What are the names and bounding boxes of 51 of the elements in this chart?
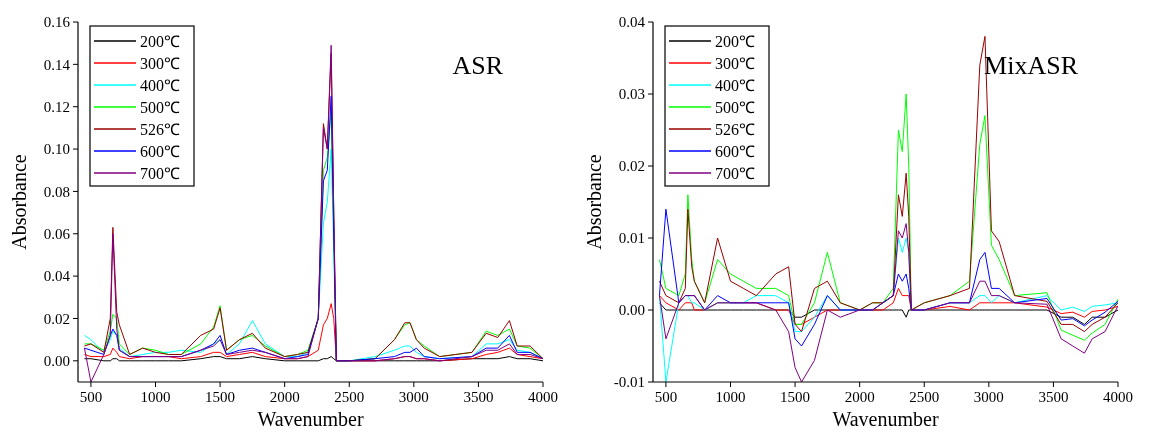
legend-label: 500℃ xyxy=(715,98,755,116)
x-tick-label: 1500 xyxy=(205,389,236,405)
legend-label: 526℃ xyxy=(140,120,180,138)
legend-label: 200℃ xyxy=(715,32,755,50)
x-tick-label: 3000 xyxy=(973,389,1004,405)
y-tick-label: 0.03 xyxy=(618,86,645,103)
y-tick-label: 0.10 xyxy=(43,141,70,158)
y-tick-label: 0.00 xyxy=(618,302,645,319)
legend-label: 500℃ xyxy=(140,98,180,116)
x-tick-label: 2500 xyxy=(909,389,940,405)
y-tick-label: -0.01 xyxy=(613,374,645,391)
legend-label: 200℃ xyxy=(140,32,180,50)
x-tick-label: 500 xyxy=(654,389,678,405)
y-tick-label: 0.02 xyxy=(43,310,70,327)
x-tick-label: 4000 xyxy=(1103,389,1133,405)
x-tick-label: 1500 xyxy=(780,389,811,405)
legend-label: 526℃ xyxy=(715,120,755,138)
x-tick-label: 2500 xyxy=(334,389,365,405)
y-tick-label: 0.06 xyxy=(43,226,71,243)
y-axis-title: Absorbance xyxy=(583,154,605,250)
y-tick-label: 0.02 xyxy=(618,158,645,175)
x-tick-label: 2000 xyxy=(844,389,875,405)
y-tick-label: 0.04 xyxy=(618,14,646,31)
legend-label: 700℃ xyxy=(715,164,755,182)
x-tick-label: 2000 xyxy=(269,389,300,405)
x-tick-label: 3000 xyxy=(398,389,429,405)
legend-label: 700℃ xyxy=(140,164,180,182)
legend-label: 300℃ xyxy=(715,54,755,72)
legend-label: 400℃ xyxy=(140,76,180,94)
x-tick-label: 3500 xyxy=(463,389,494,405)
y-tick-label: 0.00 xyxy=(43,353,70,370)
legend-label: 600℃ xyxy=(715,142,755,160)
y-tick-label: 0.16 xyxy=(43,14,71,31)
text: ASR xyxy=(452,51,504,80)
x-axis-title: Wavenumber xyxy=(832,408,939,430)
x-tick-label: 1000 xyxy=(140,389,171,405)
y-tick-label: 0.01 xyxy=(618,230,645,247)
x-tick-label: 4000 xyxy=(528,389,558,405)
x-axis-title: Wavenumber xyxy=(257,408,364,430)
text: MixASR xyxy=(984,51,1079,80)
x-tick-label: 1000 xyxy=(715,389,746,405)
y-tick-label: 0.14 xyxy=(43,56,71,73)
legend-label: 600℃ xyxy=(140,142,180,160)
y-tick-label: 0.12 xyxy=(43,98,70,115)
y-axis-title: Absorbance xyxy=(8,154,30,250)
legend-label: 300℃ xyxy=(140,54,180,72)
y-tick-label: 0.04 xyxy=(43,268,71,285)
legend-label: 400℃ xyxy=(715,76,755,94)
x-tick-label: 3500 xyxy=(1038,389,1069,405)
x-tick-label: 500 xyxy=(79,389,103,405)
y-tick-label: 0.08 xyxy=(43,183,70,200)
